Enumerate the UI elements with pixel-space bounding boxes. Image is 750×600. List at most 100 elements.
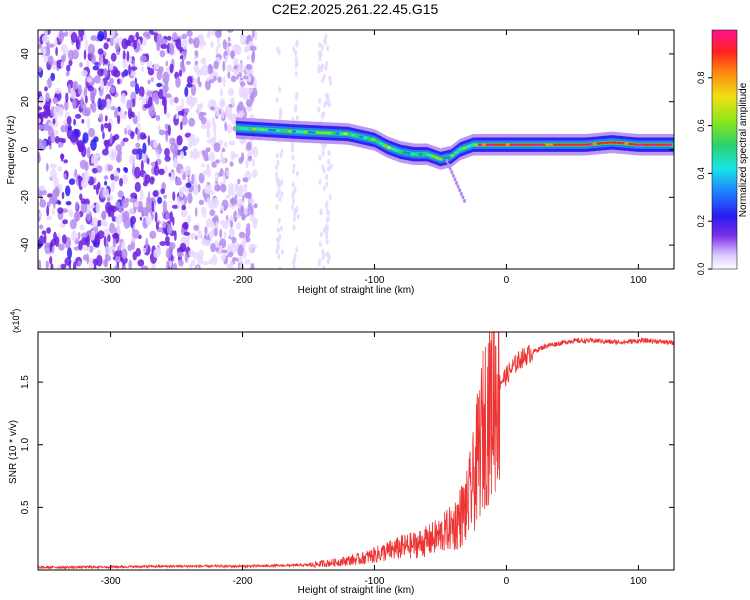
noise-cell: [52, 97, 58, 104]
noise-cell: [85, 95, 88, 104]
signal-core: [434, 156, 439, 159]
noise-cell: [249, 205, 254, 216]
noise-cell: [188, 117, 196, 127]
noise-cell: [248, 198, 255, 204]
noise-cell: [100, 98, 107, 109]
signal-core: [351, 134, 356, 137]
signal-core: [402, 151, 407, 154]
noise-cell: [228, 87, 235, 96]
signal-core: [390, 147, 396, 151]
signal-core: [572, 143, 578, 146]
noise-cell: [117, 245, 122, 252]
noise-cell: [118, 205, 123, 214]
signal-core: [252, 127, 257, 131]
noise-cell: [121, 71, 126, 78]
noise-cell: [242, 177, 248, 183]
noise-cell: [208, 30, 211, 37]
signal-core: [557, 143, 562, 146]
signal-tail: [455, 181, 458, 185]
noise-cell: [63, 159, 68, 164]
noise-cell: [158, 168, 165, 175]
noise-cell: [100, 123, 104, 133]
noise-cell: [325, 233, 329, 240]
noise-cell: [243, 207, 248, 216]
noise-cell: [93, 184, 97, 190]
noise-cell: [162, 71, 170, 84]
noise-cell: [182, 146, 188, 151]
noise-cell: [81, 119, 85, 124]
noise-cell: [155, 221, 159, 231]
signal-core: [343, 132, 348, 135]
noise-cell: [40, 46, 47, 56]
x-tick-label: -200: [233, 275, 253, 286]
noise-cell: [115, 144, 122, 152]
noise-cell: [64, 100, 69, 111]
noise-cell: [109, 222, 115, 234]
noise-cell: [184, 132, 192, 138]
noise-cell: [81, 232, 88, 238]
noise-cell: [229, 228, 234, 238]
noise-cell: [49, 256, 53, 265]
signal-core: [275, 129, 281, 132]
noise-cell: [202, 57, 207, 65]
signal-core: [616, 141, 621, 145]
noise-cell: [276, 190, 280, 197]
noise-cell: [139, 55, 147, 63]
noise-cell: [70, 90, 77, 100]
noise-cell: [196, 265, 200, 269]
noise-cell: [38, 235, 45, 246]
noise-cell: [175, 76, 181, 88]
noise-cell: [77, 260, 82, 267]
noise-cell: [129, 111, 135, 118]
noise-cell: [97, 48, 104, 55]
noise-cell: [147, 191, 151, 203]
noise-cell: [135, 247, 141, 257]
noise-cell: [89, 103, 94, 110]
noise-cell: [150, 140, 154, 147]
noise-cell: [321, 150, 325, 157]
colorbar-tick-label: 0.4: [696, 167, 706, 180]
noise-cell: [237, 178, 241, 185]
signal-core: [576, 143, 582, 146]
noise-cell: [66, 64, 71, 72]
noise-cell: [191, 173, 195, 185]
noise-cell: [103, 122, 109, 129]
noise-cell: [324, 99, 328, 106]
noise-cell: [162, 200, 167, 212]
noise-cell: [147, 79, 151, 85]
noise-cell: [295, 41, 299, 48]
noise-cell: [217, 43, 221, 48]
signal-core: [418, 153, 423, 156]
noise-cell: [83, 86, 88, 98]
noise-cell: [105, 84, 109, 92]
noise-cell: [292, 163, 296, 170]
noise-cell: [139, 216, 143, 221]
noise-cell: [250, 91, 255, 103]
noise-cell: [117, 149, 123, 157]
noise-cell: [227, 111, 231, 117]
noise-cell: [125, 197, 129, 203]
noise-cell: [226, 64, 233, 72]
noise-cell: [117, 106, 121, 112]
noise-cell: [165, 247, 172, 259]
noise-cell: [80, 97, 84, 109]
y-tick-label: -20: [20, 190, 31, 205]
noise-cell: [218, 108, 222, 115]
signal-core: [493, 143, 499, 146]
noise-cell: [292, 198, 295, 205]
noise-cell: [121, 248, 128, 260]
noise-cell: [197, 76, 200, 85]
signal-tail: [451, 173, 455, 178]
signal-core: [644, 143, 649, 146]
noise-cell: [79, 193, 83, 201]
noise-cell: [180, 121, 183, 131]
noise-cell: [247, 75, 252, 83]
noise-cell: [210, 243, 216, 253]
noise-cell: [120, 113, 127, 120]
noise-cell: [291, 154, 295, 161]
signal-core: [279, 129, 285, 132]
noise-cell: [165, 60, 168, 67]
signal-core: [529, 143, 534, 146]
noise-cell: [130, 215, 137, 225]
signal-core: [485, 143, 491, 146]
